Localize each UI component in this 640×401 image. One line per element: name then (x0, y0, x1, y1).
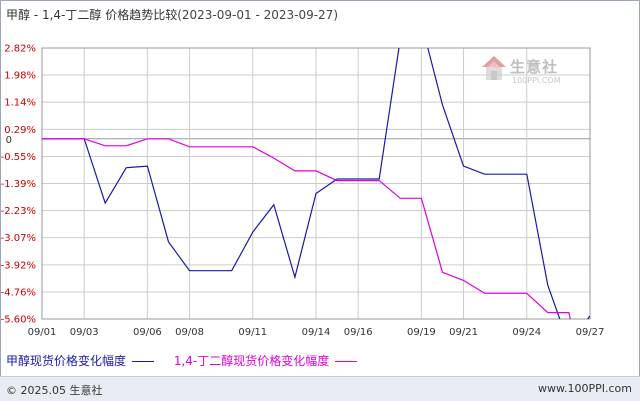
legend-swatch-series2 (335, 361, 358, 362)
zero-label: 0 (6, 135, 12, 146)
series-line-1 (42, 48, 590, 319)
chart-title: 甲醇 - 1,4-丁二醇 价格趋势比较(2023-09-01 - 2023-09… (6, 6, 338, 23)
y-tick-label: -0.55% (1, 152, 36, 163)
x-tick-label: 09/08 (175, 327, 204, 338)
watermark-url: 100PPI.COM (512, 76, 561, 85)
legend-item-series1: 甲醇现货价格变化幅度 (6, 352, 155, 369)
legend-label-series2: 1,4-丁二醇现货价格变化幅度 (173, 354, 330, 368)
legend-item-series2: 1,4-丁二醇现货价格变化幅度 (173, 352, 358, 369)
chart-title-range: (2023-09-01 - 2023-09-27) (177, 8, 339, 22)
watermark-logo: 生意社 100PPI.COM (480, 54, 580, 94)
y-tick-label: 1.14% (4, 98, 36, 109)
x-tick-label: 09/19 (407, 327, 436, 338)
footer-site-link[interactable]: www.100PPI.com (538, 382, 632, 395)
legend-label-series1: 甲醇现货价格变化幅度 (6, 354, 127, 368)
x-tick-label: 09/14 (302, 327, 331, 338)
y-tick-label: -4.76% (1, 287, 36, 298)
legend-swatch-series1 (132, 361, 155, 362)
y-tick-label: -1.39% (1, 179, 36, 190)
watermark-text: 生意社 (510, 58, 559, 76)
chart-legend: 甲醇现货价格变化幅度 1,4-丁二醇现货价格变化幅度 (6, 352, 373, 369)
series-line-2 (42, 138, 571, 319)
x-tick-label: 09/21 (449, 327, 478, 338)
x-tick-label: 09/03 (70, 327, 99, 338)
x-tick-label: 09/06 (133, 327, 162, 338)
x-tick-label: 09/24 (512, 327, 541, 338)
x-tick-label: 09/01 (28, 327, 57, 338)
y-tick-label: 2.82% (4, 44, 36, 55)
x-tick-label: 09/27 (576, 327, 605, 338)
y-tick-label: 1.98% (4, 71, 36, 82)
footer-copyright: © 2025.05 生意社 (6, 384, 103, 397)
y-tick-label: -3.92% (1, 260, 36, 271)
x-tick-label: 09/16 (344, 327, 373, 338)
y-tick-label: -5.60% (1, 315, 36, 326)
y-tick-label: 0.29% (4, 125, 36, 136)
footer-bar: © 2025.05 生意社 www.100PPI.com (0, 376, 640, 401)
y-tick-label: -2.23% (1, 206, 36, 217)
plot-border (41, 47, 591, 320)
chart-title-main: 甲醇 - 1,4-丁二醇 价格趋势比较 (6, 8, 178, 22)
y-tick-label: -3.07% (1, 233, 36, 244)
x-tick-label: 09/11 (238, 327, 267, 338)
